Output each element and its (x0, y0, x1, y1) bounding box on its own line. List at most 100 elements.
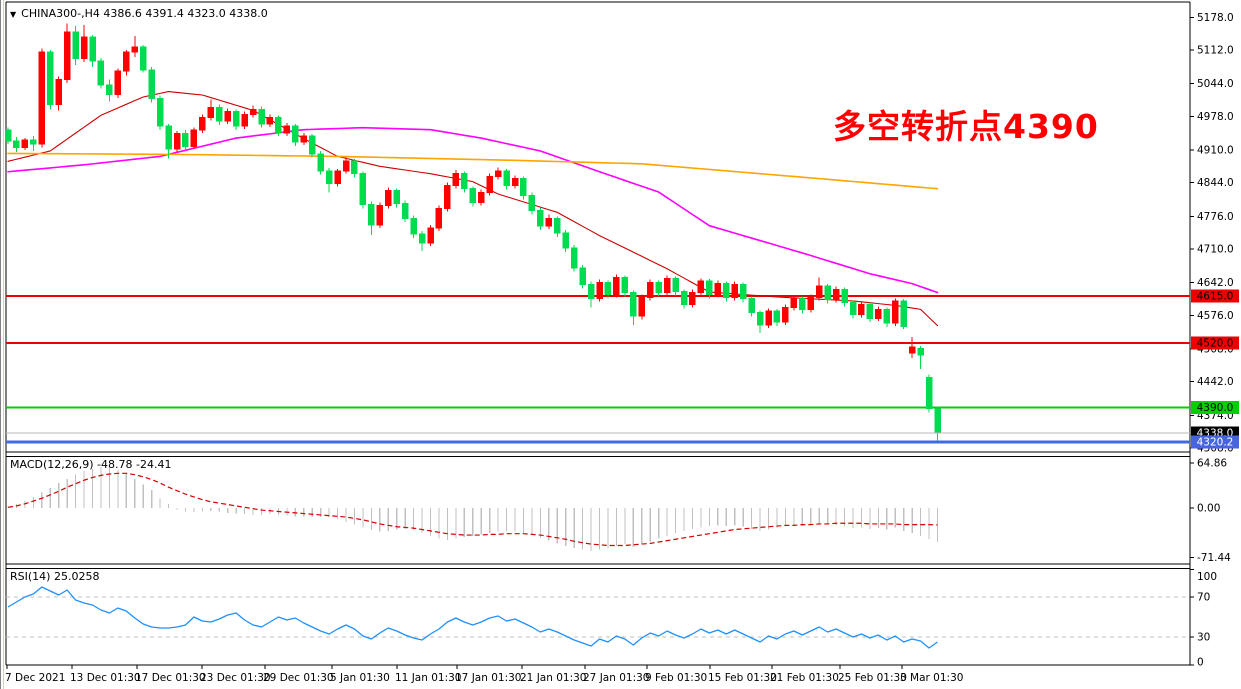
macd-indicator-label: MACD(12,26,9) -48.78 -24.41 (10, 458, 172, 471)
candle-body (266, 116, 274, 125)
candle-body (613, 277, 620, 296)
ma-mid-magenta (7, 126, 939, 294)
candle-body (756, 311, 764, 326)
price-badge-label: 4615.0 (1197, 291, 1234, 303)
macd-main-value: -48.78 (97, 458, 133, 471)
candle-body (334, 170, 341, 185)
price-tick-label: 5112.0 (1197, 44, 1234, 56)
candle-body (477, 192, 485, 203)
rsi-tick-label: 100 (1197, 571, 1217, 583)
candle-body (782, 306, 789, 323)
candle-body (731, 284, 738, 298)
time-tick-label: 9 Feb 01:30 (645, 672, 707, 684)
candle-body (706, 280, 713, 296)
time-tick-label: 5 Jan 01:30 (330, 672, 390, 684)
candle-body (182, 133, 189, 147)
candle-body (790, 297, 798, 308)
candle-body (351, 160, 358, 175)
candle-body (520, 178, 527, 197)
candle-body (207, 106, 215, 118)
candle-body (858, 303, 865, 315)
price-badge (1191, 435, 1239, 449)
price-tick-label: 4844.0 (1197, 177, 1234, 189)
price-badge (1191, 400, 1239, 414)
candle-body (249, 108, 257, 115)
candle-body (97, 60, 105, 86)
candle-body (258, 108, 265, 125)
candle-body (216, 106, 223, 122)
time-tick-label: 17 Jan 01:30 (455, 672, 521, 684)
candle-body (655, 282, 662, 294)
candle-body (469, 188, 476, 203)
candle-body (908, 346, 916, 354)
candle-body (47, 51, 54, 105)
time-tick-label: 7 Dec 2021 (5, 672, 65, 684)
candle-body (807, 296, 814, 310)
candle-body (342, 160, 350, 172)
candle-body (376, 204, 384, 226)
price-badge-label: 4520.0 (1197, 338, 1234, 350)
candle-body (570, 247, 578, 269)
price-tick-label: 4776.0 (1197, 211, 1234, 223)
annotation-text: 多空转折点4390 (833, 107, 1099, 146)
candle-body (308, 135, 316, 155)
candle-body (300, 135, 307, 143)
candle-body (359, 173, 367, 205)
candle-body (579, 267, 586, 286)
rsi-tick-label: 30 (1197, 632, 1210, 644)
time-tick-label: 11 Jan 01:30 (395, 672, 461, 684)
price-tick-label: 5178.0 (1197, 12, 1234, 24)
collapse-arrow-icon[interactable]: ▼ (10, 10, 17, 19)
price-tick-label: 4710.0 (1197, 243, 1234, 255)
candle-body (646, 282, 654, 298)
candle-body (596, 282, 603, 299)
candle-body (697, 280, 705, 294)
candle-body (368, 203, 375, 226)
candle-body (418, 233, 426, 244)
candle-body (503, 170, 510, 187)
candle-body (38, 51, 46, 145)
price-badge (1191, 289, 1239, 303)
candle-body (900, 300, 907, 328)
candle-body (435, 207, 443, 229)
ohlc-values: 4386.6 4391.4 4323.0 4338.0 (103, 7, 268, 20)
time-tick-label: 21 Jan 01:30 (520, 672, 586, 684)
candle-body (689, 292, 696, 305)
candle-body (427, 227, 434, 244)
rsi-value: 25.0258 (53, 570, 100, 583)
candle-body (511, 178, 519, 187)
time-tick-label: 17 Dec 01:30 (135, 672, 206, 684)
candle-body (114, 70, 122, 96)
candle-body (866, 303, 874, 319)
candle-body (173, 133, 181, 150)
time-tick-label: 29 Dec 01:30 (263, 672, 334, 684)
macd-tick-label: 64.86 (1197, 458, 1227, 470)
time-tick-label: 27 Jan 01:30 (583, 672, 649, 684)
candle-body (545, 217, 553, 227)
candle-body (393, 190, 400, 204)
candle-body (283, 125, 291, 134)
candle-body (401, 202, 409, 219)
time-tick-label: 3 Mar 01:30 (900, 672, 963, 684)
candle-body (444, 185, 451, 209)
candle-body (680, 291, 688, 305)
candle-body (461, 173, 468, 190)
candle-body (30, 139, 37, 145)
candle-body (199, 116, 206, 131)
time-tick-label: 23 Dec 01:30 (200, 672, 271, 684)
candle-body (934, 408, 941, 434)
price-tick-label: 4910.0 (1197, 144, 1234, 156)
candle-body (630, 292, 637, 317)
candle-body (925, 377, 933, 409)
candle-body (89, 36, 96, 62)
candle-body (528, 195, 536, 211)
candle-body (106, 84, 113, 96)
candle-body (621, 277, 629, 294)
candle-body (292, 125, 299, 143)
candle-body (165, 125, 172, 150)
price-badge-label: 4320.2 (1197, 436, 1234, 448)
candle-body (4, 129, 12, 142)
candle-body (224, 110, 231, 122)
